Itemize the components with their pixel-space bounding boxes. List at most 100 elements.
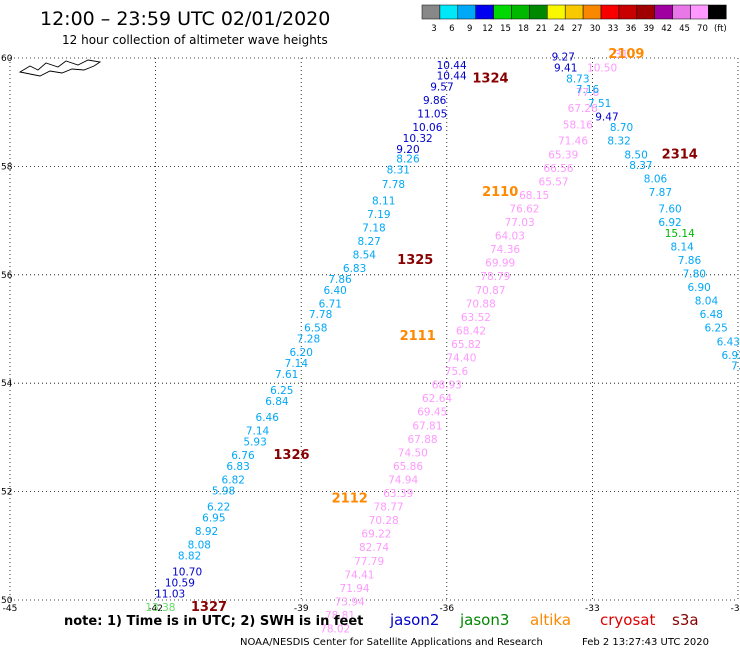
wave-height-point: 11.05	[417, 109, 447, 121]
wave-height-point: 15.14	[665, 228, 695, 240]
x-tick-label: -33	[585, 604, 600, 614]
wave-height-point: 70.87	[475, 285, 505, 297]
wave-height-point: 6.90	[687, 282, 710, 294]
wave-height-point: 74.40	[446, 353, 476, 365]
satellite-legend: jason2 jason3 altika cryosat s3a	[389, 611, 699, 629]
wave-height-point: 70.28	[369, 515, 399, 527]
wave-height-point: 9.41	[554, 63, 577, 75]
wave-height-point: 75.6	[445, 366, 469, 378]
wave-height-point: 8.54	[353, 250, 377, 262]
colorbar-label: (ft)	[714, 24, 727, 34]
wave-height-point: 6.58	[304, 323, 327, 335]
wave-height-point: 7.19	[367, 209, 390, 221]
wave-height-point: 6.84	[265, 396, 289, 408]
wave-height-point: 6.83	[226, 461, 249, 473]
wave-height-point: 68.93	[432, 380, 462, 392]
wave-height-point: 68.15	[519, 190, 549, 202]
colorbar-swatch	[582, 4, 602, 20]
wave-height-point: 8.26	[396, 154, 420, 166]
pass-time-label: 2109	[608, 47, 644, 62]
colorbar-label: 12	[482, 24, 493, 34]
wave-height-point: 65.86	[393, 461, 423, 473]
wave-height-point: 7.78	[309, 309, 332, 321]
wave-height-point: 65.82	[451, 339, 481, 351]
footer-credit: NOAA/NESDIS Center for Satellite Applica…	[240, 637, 543, 648]
wave-height-point: 8.37	[629, 160, 652, 172]
wave-height-point: 8.08	[188, 540, 211, 552]
wave-height-point: 10.70	[172, 567, 202, 579]
wave-height-point: 78.77	[374, 502, 404, 514]
map-grid	[9, 57, 739, 601]
wave-height-point: 8.31	[387, 164, 410, 176]
wave-height-point: 8.32	[607, 136, 630, 148]
wave-height-point: 74.50	[398, 447, 428, 459]
plot-area: -45 -42 -39 -36 -33 -30 50 52 54 56 58 60 10.4410.4…	[1, 47, 740, 636]
x-tick-label: -39	[294, 604, 309, 614]
x-tick-label: -36	[439, 604, 454, 614]
wave-height-point: 6.25	[704, 323, 727, 335]
colorbar-label: 27	[572, 24, 583, 34]
colorbar-swatch	[547, 4, 566, 20]
wave-height-point: 67.88	[408, 434, 438, 446]
wave-height-point: 77.03	[505, 217, 535, 229]
wave-height-point: 6.25	[270, 385, 293, 397]
colorbar-label: 24	[554, 24, 565, 34]
wave-height-point: 6.92	[721, 350, 740, 362]
wave-height-point: 78.02	[320, 624, 350, 636]
wave-height-point: 7.80	[683, 269, 706, 281]
wave-height-point: 73.94	[335, 596, 365, 608]
chart-subtitle: 12 hour collection of altimeter wave hei…	[62, 33, 328, 47]
footer-note: note: 1) Time is in UTC; 2) SWH is in fe…	[64, 614, 363, 629]
pass-time-label: 2110	[482, 185, 518, 200]
wave-height-point: 7.60	[658, 203, 681, 215]
wave-height-point: 67.81	[412, 420, 442, 432]
wave-height-point: 6.92	[658, 217, 681, 229]
legend-cryosat: cryosat	[600, 611, 655, 629]
x-tick-label: -30	[731, 604, 740, 614]
wave-height-point: 6.48	[700, 309, 723, 321]
wave-height-point: 8.70	[610, 122, 633, 134]
pass-time-label: 1327	[191, 600, 227, 615]
pass-time-label: 1326	[273, 448, 309, 463]
wave-height-point: 65.39	[548, 149, 578, 161]
colorbar-swatch	[457, 4, 476, 20]
colorbar-swatch	[564, 4, 584, 20]
wave-height-colorbar: 3 6 9 12 15 18 21 24 27 30 33 36 39 42 45 70 (ft)	[421, 4, 727, 34]
wave-height-point: 6.40	[323, 285, 346, 297]
colorbar-label: 9	[467, 24, 472, 34]
footer-timestamp: Feb 2 13:27:43 UTC 2020	[582, 637, 709, 648]
wave-height-point: 8.50	[624, 149, 647, 161]
wave-height-point: 64.03	[495, 231, 525, 243]
wave-height-point: 74.41	[344, 569, 374, 581]
wave-height-point: 6.22	[207, 502, 230, 514]
wave-height-point: 76.62	[509, 203, 539, 215]
wave-height-point: 9.86	[423, 95, 447, 107]
colorbar-swatch	[439, 4, 459, 20]
wave-height-point: 8.14	[670, 241, 694, 253]
wave-height-point: 10.59	[165, 577, 195, 589]
wave-height-point: 70.88	[466, 298, 496, 310]
wave-height-point: 8.73	[566, 73, 589, 85]
wave-height-point: 7.61	[275, 369, 298, 381]
legend-jason2: jason2	[389, 611, 439, 629]
wave-height-point: 78.81	[325, 610, 355, 622]
colorbar-label: 30	[590, 24, 601, 34]
legend-jason3: jason3	[459, 611, 509, 629]
colorbar-label: 70	[697, 24, 708, 34]
wave-height-point: 5.93	[243, 437, 266, 449]
wave-height-point: 77.79	[354, 556, 384, 568]
wave-height-point: 7.28	[297, 334, 320, 346]
wave-height-points: 10.4410.449.579.8611.0510.0610.329.208.2…	[145, 49, 740, 636]
wave-height-point: 6.71	[319, 298, 342, 310]
y-tick-label: 56	[1, 271, 13, 281]
wave-height-point: 63.39	[383, 488, 413, 500]
wave-height-point: 7.14	[246, 426, 270, 438]
pass-time-label: 2111	[400, 329, 436, 344]
colorbar-label: 45	[679, 24, 690, 34]
wave-height-point: 71.46	[558, 136, 588, 148]
y-tick-label: 58	[1, 162, 13, 172]
wave-height-point: 8.06	[644, 174, 668, 186]
wave-height-point: 11.03	[155, 588, 185, 600]
wave-height-point: 71.94	[340, 583, 370, 595]
